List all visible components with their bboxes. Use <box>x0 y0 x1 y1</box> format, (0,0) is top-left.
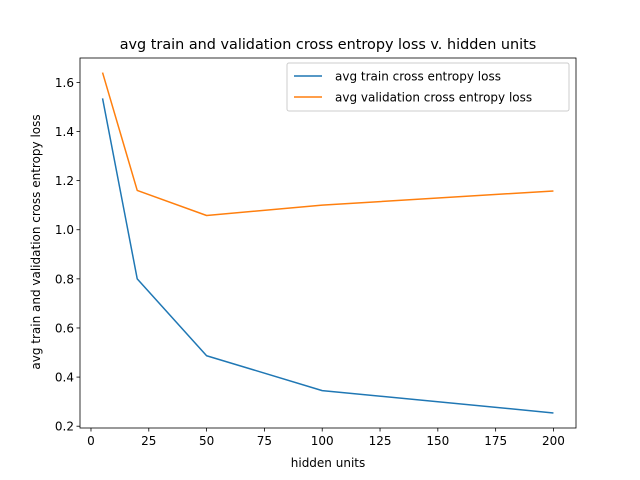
x-tick-label: 125 <box>369 434 392 448</box>
chart-title: avg train and validation cross entropy l… <box>120 37 537 53</box>
y-axis: 0.2 0.4 0.6 0.8 1.0 1.2 1.4 1.6 <box>55 76 80 434</box>
y-tick-label: 1.6 <box>55 76 74 90</box>
x-tick-label: 100 <box>311 434 334 448</box>
legend-label: avg validation cross entropy loss <box>335 91 532 105</box>
y-tick-label: 0.2 <box>55 420 74 434</box>
y-axis-label: avg train and validation cross entropy l… <box>29 114 43 369</box>
legend-box <box>286 62 570 112</box>
y-tick-label: 1.2 <box>55 174 74 188</box>
x-tick-label: 50 <box>199 434 214 448</box>
series-line-0 <box>101 98 554 414</box>
y-tick-label: 1.4 <box>55 125 74 139</box>
x-tick-label: 0 <box>87 434 95 448</box>
plot-frame <box>79 57 577 429</box>
y-tick-label: 0.8 <box>55 272 74 286</box>
x-tick-label: 75 <box>257 434 272 448</box>
legend-label: avg train cross entropy loss <box>335 70 501 84</box>
legend: avg train cross entropy loss avg validati… <box>286 62 570 112</box>
x-axis-label: hidden units <box>291 456 365 470</box>
x-axis: 0 25 50 75 100 125 150 175 200 <box>87 428 565 448</box>
y-tick-label: 0.6 <box>55 321 74 335</box>
y-tick-label: 1.0 <box>55 223 74 237</box>
series-group <box>101 72 554 414</box>
y-tick-label: 0.4 <box>55 371 74 385</box>
x-tick-label: 150 <box>426 434 449 448</box>
x-tick-label: 175 <box>484 434 507 448</box>
series-line-1 <box>101 72 554 217</box>
x-tick-label: 25 <box>141 434 156 448</box>
x-tick-label: 200 <box>542 434 565 448</box>
